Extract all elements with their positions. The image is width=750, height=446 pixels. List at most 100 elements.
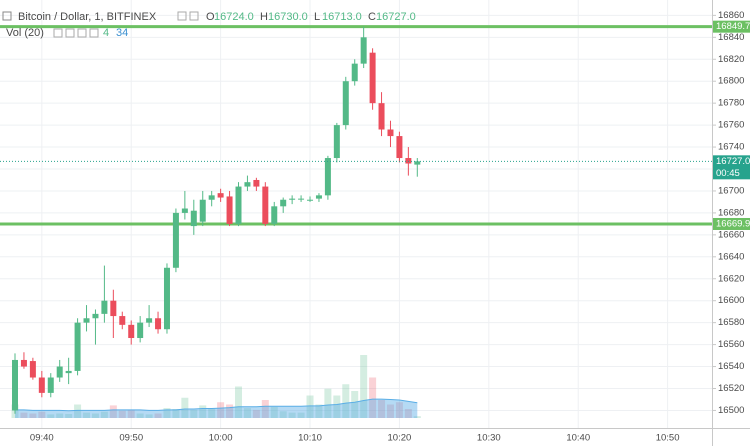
y-tick-label: 16560 xyxy=(718,339,744,350)
collapse-icon[interactable] xyxy=(2,11,12,21)
volume-bar xyxy=(395,402,403,418)
axes: 16500 16520 16540 16560 16580 16600 16620 16640… xyxy=(30,10,750,444)
volume-bar xyxy=(306,395,314,418)
candle-body xyxy=(128,324,135,339)
volume-bar xyxy=(83,412,91,418)
volume-bar xyxy=(252,409,260,418)
plot xyxy=(0,25,712,414)
x-tick-label: 10:00 xyxy=(209,433,233,444)
price-tag-label: 16849.7 xyxy=(716,21,750,32)
volume-bar xyxy=(279,411,287,418)
y-tick-label: 16800 xyxy=(718,76,744,87)
ohlc-letter: C xyxy=(368,11,376,23)
price-tag xyxy=(713,217,750,230)
volume-bar xyxy=(369,377,377,418)
volume-bar xyxy=(56,413,64,418)
x-tick-label: 10:20 xyxy=(388,433,412,444)
candle-body xyxy=(369,52,376,104)
vol-icon[interactable] xyxy=(89,28,99,38)
vol-icon[interactable] xyxy=(77,28,87,38)
ohlc-letter: O xyxy=(206,11,215,23)
ohlc-value: 16713.0 xyxy=(322,11,362,23)
candle-body xyxy=(20,359,27,367)
candle-body xyxy=(315,195,322,199)
volume-ma-line xyxy=(15,398,418,412)
y-tick-label: 16640 xyxy=(718,251,744,262)
volume-bar xyxy=(199,405,207,418)
x-tick-label: 10:30 xyxy=(477,433,501,444)
y-tick-label: 16580 xyxy=(718,317,744,328)
candle-body xyxy=(262,186,269,224)
volume-bar xyxy=(270,406,278,418)
y-tick-label: 16600 xyxy=(718,295,744,306)
candle-body xyxy=(289,198,296,200)
volume-bar xyxy=(91,413,99,418)
volume-bar xyxy=(324,388,332,418)
candle-body xyxy=(378,103,385,130)
candle-body xyxy=(324,158,331,196)
volume-bar xyxy=(181,397,189,418)
price-tag-label: 16669.9 xyxy=(716,219,750,230)
volume-bar xyxy=(315,404,323,418)
volume-bar xyxy=(226,404,234,418)
candle-body xyxy=(47,377,54,393)
volume-bar xyxy=(342,384,350,418)
candle-body xyxy=(244,182,251,187)
ohlc-value: 16727.0 xyxy=(376,11,416,23)
candle-body xyxy=(155,318,162,330)
candle-body xyxy=(405,158,412,164)
y-tick-label: 16840 xyxy=(718,32,744,43)
volume-bar xyxy=(378,400,386,418)
candle-body xyxy=(83,318,90,323)
volume-bar xyxy=(386,404,394,418)
candle-body xyxy=(163,267,170,330)
volume-bar xyxy=(413,416,421,418)
volume-bar xyxy=(38,411,46,418)
volume-bar xyxy=(333,395,341,418)
candle-body xyxy=(101,300,108,314)
ohlc-value: 16724.0 xyxy=(214,11,254,23)
volume-bar xyxy=(127,409,135,418)
candle-body xyxy=(208,195,215,200)
settings-icon[interactable] xyxy=(177,11,187,21)
last-price-label: 16727.0 xyxy=(716,156,750,167)
candle-body xyxy=(199,199,206,222)
ohlc-value: 16730.0 xyxy=(268,11,308,23)
candle-body xyxy=(271,206,278,224)
symbol-title: Bitcoin / Dollar, 1, BITFINEX xyxy=(18,11,157,23)
volume-bar xyxy=(145,414,153,418)
volume-bar xyxy=(190,409,198,418)
volume-bar xyxy=(261,400,269,418)
y-tick-label: 16680 xyxy=(718,207,744,218)
volume-bar xyxy=(360,355,368,418)
y-tick-label: 16540 xyxy=(718,361,744,372)
candle-body xyxy=(56,366,63,378)
grid xyxy=(0,0,712,428)
candle-body xyxy=(12,359,18,411)
price-tag xyxy=(713,20,750,33)
vol-icon[interactable] xyxy=(53,28,63,38)
volume-bar xyxy=(217,402,225,418)
close-icon[interactable] xyxy=(189,11,199,21)
candle-body xyxy=(110,300,117,317)
volume-bar xyxy=(100,411,108,418)
candle-body xyxy=(29,361,36,378)
volume-ma-value: 34 xyxy=(116,27,128,39)
candle-body xyxy=(65,370,72,374)
volume-bar xyxy=(163,408,171,418)
vol-icon[interactable] xyxy=(65,28,75,38)
candle-body xyxy=(92,313,99,319)
candle-body xyxy=(342,81,349,126)
x-tick-label: 09:40 xyxy=(30,433,54,444)
y-tick-label: 16860 xyxy=(718,10,744,21)
candle-body xyxy=(172,212,179,268)
volume-bar xyxy=(29,413,37,418)
candle-body xyxy=(387,129,394,137)
legend: Bitcoin / Dollar, 1, BITFINEX O 16724.0 H 1… xyxy=(2,11,416,39)
volume-bar xyxy=(208,409,216,418)
y-tick-label: 16620 xyxy=(718,273,744,284)
volume-bar xyxy=(172,409,180,418)
volume-bar xyxy=(20,412,28,418)
candle-body xyxy=(360,37,367,64)
